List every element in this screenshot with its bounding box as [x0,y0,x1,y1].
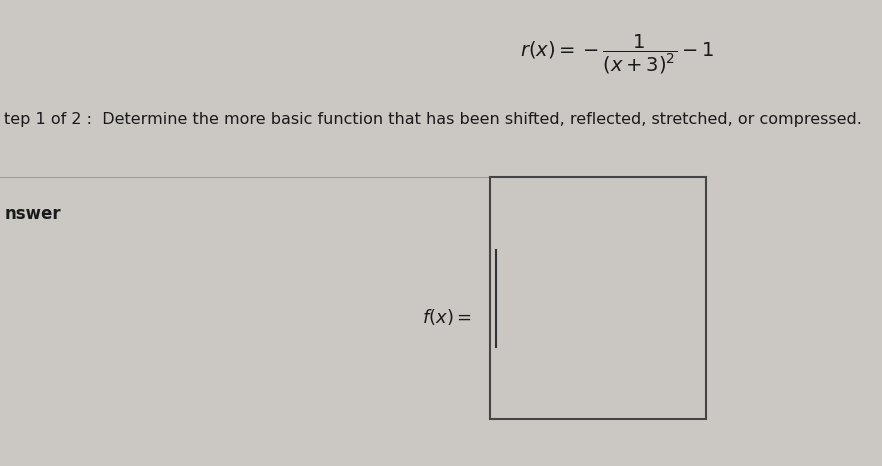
Text: tep 1 of 2 :  Determine the more basic function that has been shifted, reflected: tep 1 of 2 : Determine the more basic fu… [4,112,863,127]
Bar [490,177,706,419]
Text: $f(x) =$: $f(x) =$ [422,307,472,327]
Text: nswer: nswer [4,205,61,223]
Text: $r(x) = -\dfrac{1}{(x+3)^{2}} - 1$: $r(x) = -\dfrac{1}{(x+3)^{2}} - 1$ [520,33,714,76]
